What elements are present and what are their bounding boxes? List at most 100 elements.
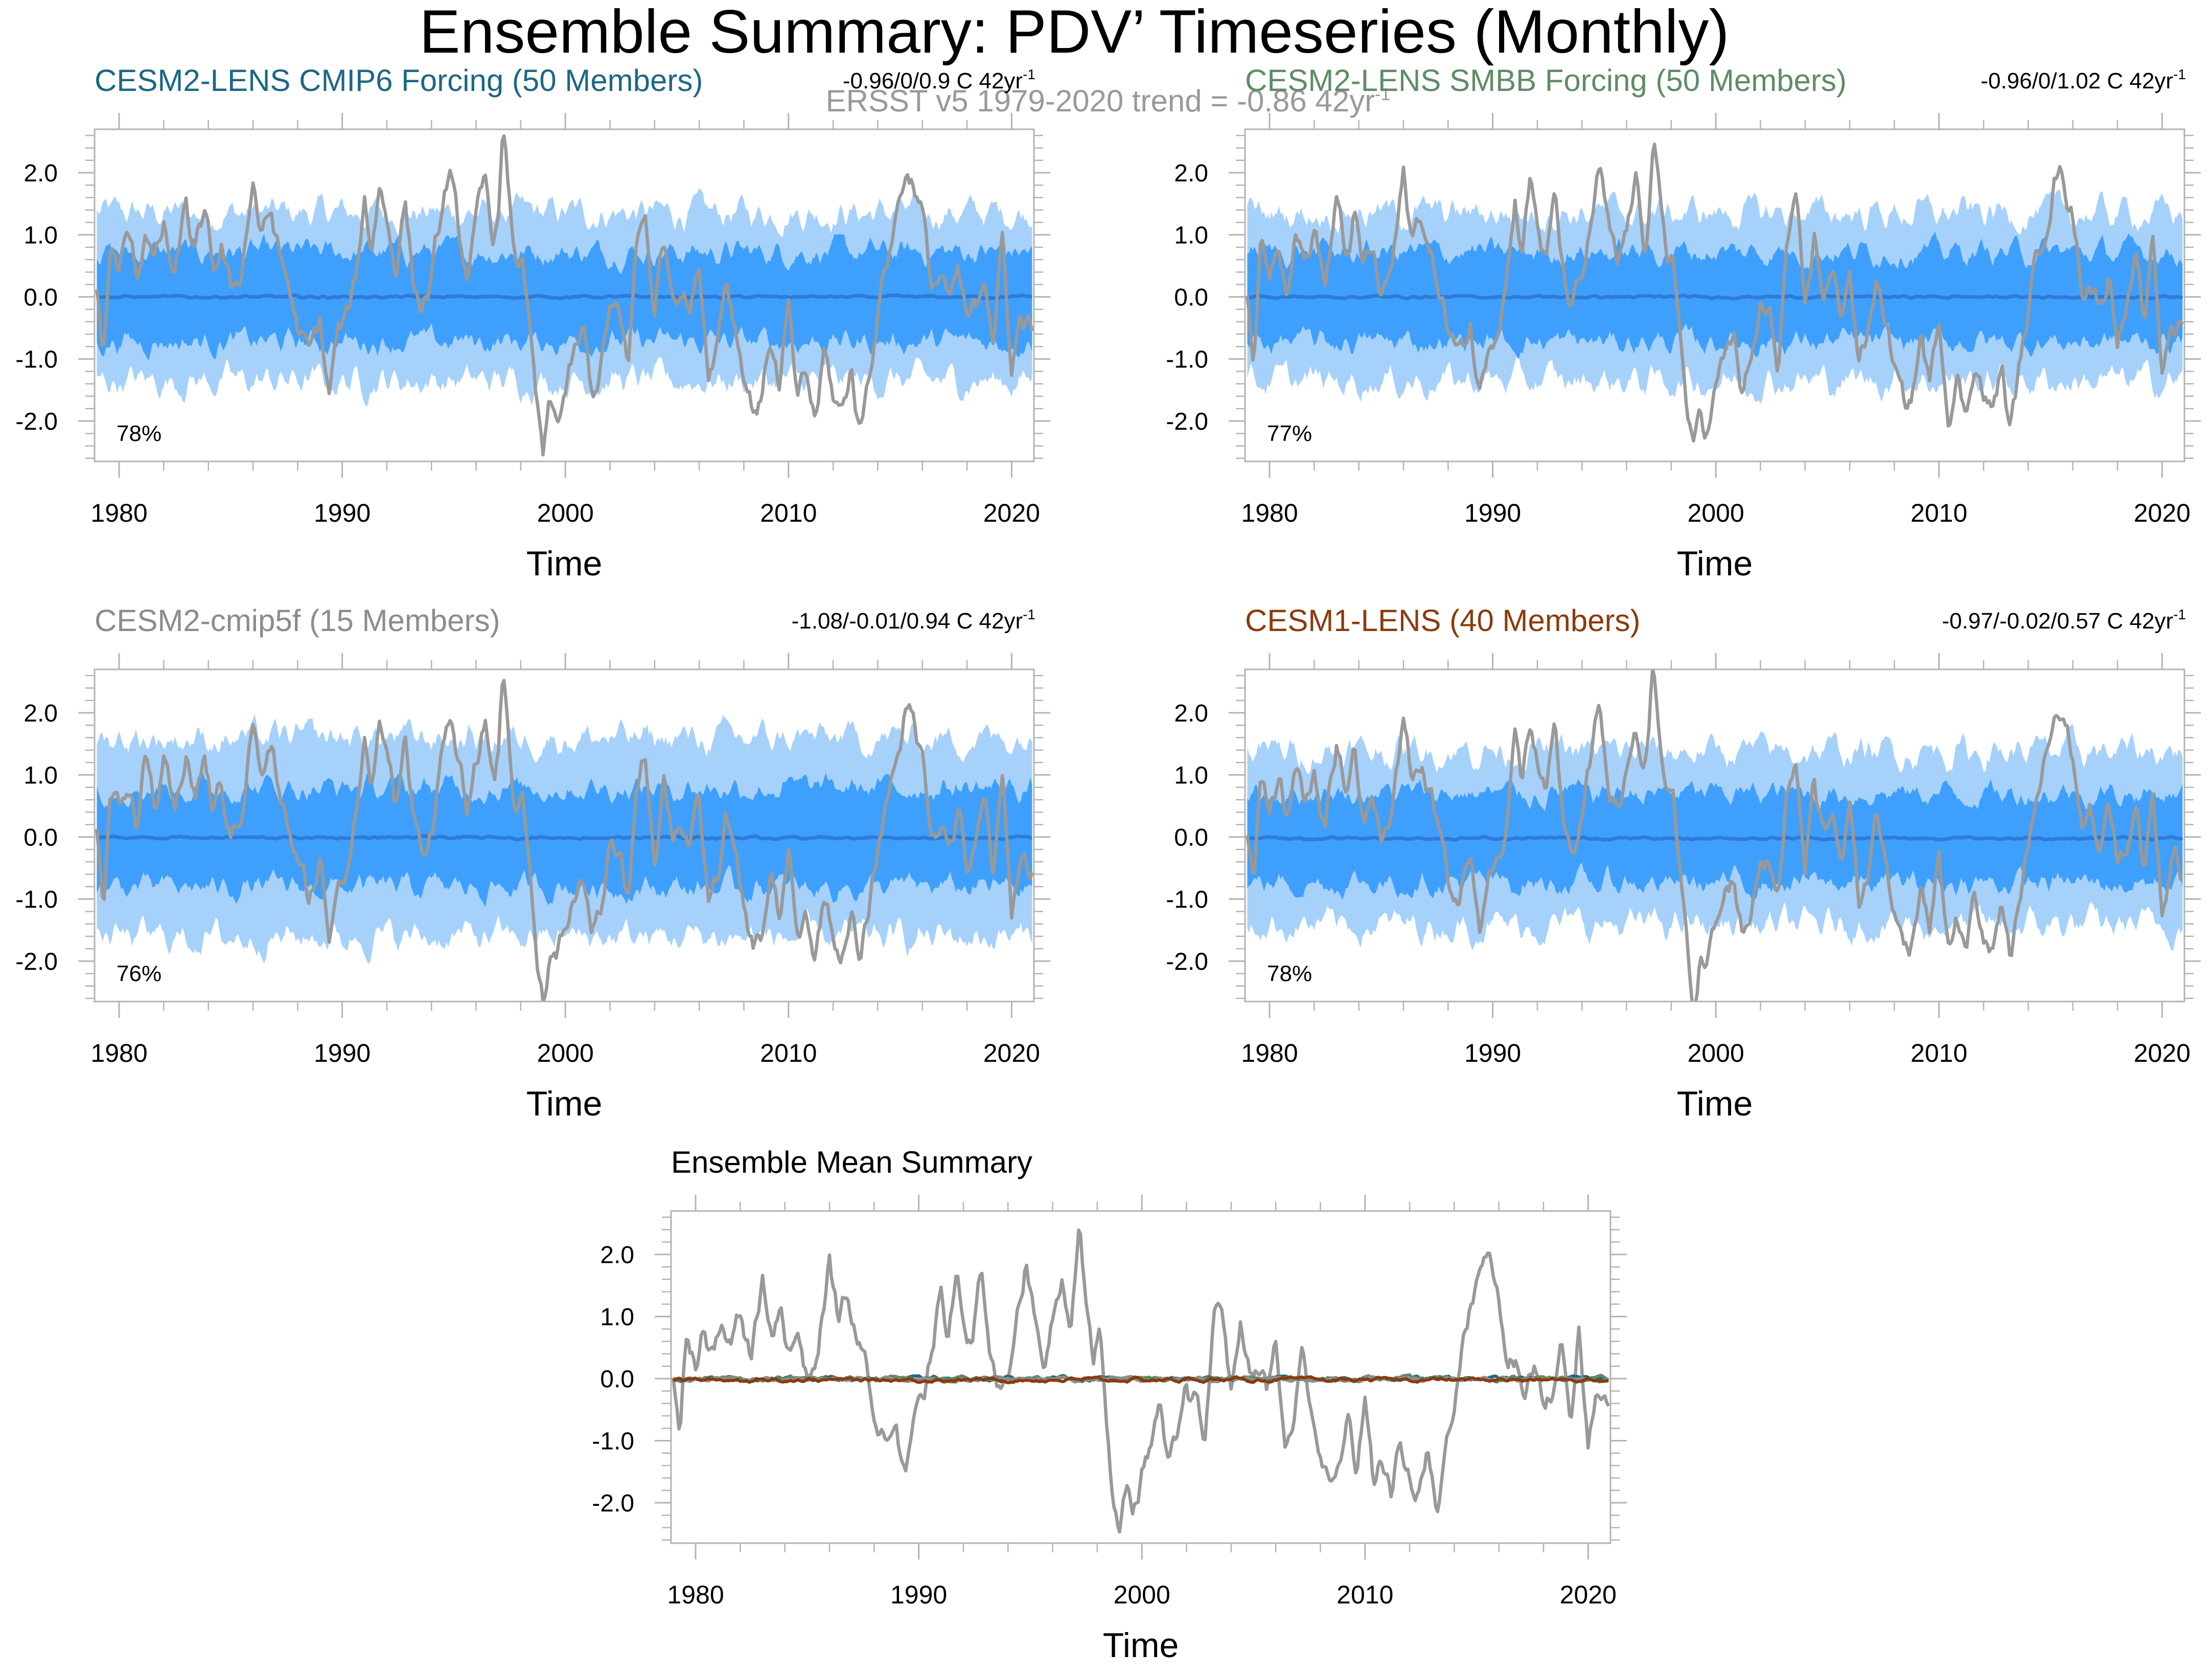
trend-label-sup: -1 <box>2173 66 2186 82</box>
panel-title: CESM2-LENS CMIP6 Forcing (50 Members) <box>95 63 703 98</box>
x-axis-title: Time <box>1677 1084 1753 1123</box>
x-tick-label: 2010 <box>760 1039 817 1067</box>
x-axis-title: Time <box>1103 1626 1179 1665</box>
ensemble-mean-line <box>1247 293 2183 301</box>
y-tick-label: -2.0 <box>1166 948 1208 975</box>
percent-label: 78% <box>1267 961 1312 986</box>
chart-panel-p5: -2.0 -1.0 0.0 1.0 2.0 1980 1990 2000 2010 2020 Tim… <box>592 1145 1627 1665</box>
x-tick-label: 1990 <box>314 1039 371 1067</box>
y-tick-label: 1.0 <box>1174 222 1208 249</box>
plot-frame <box>1244 668 2185 1003</box>
figure-subtitle-sup: -1 <box>1375 85 1390 104</box>
y-tick-label: 0.0 <box>600 1366 634 1393</box>
plot-frame <box>94 668 1035 1003</box>
y-tick-label: 2.0 <box>600 1242 634 1269</box>
plot-area <box>672 1228 1610 1534</box>
trend-label-text: -0.97/-0.02/0.57 C 42yr <box>1942 609 2173 634</box>
chart-panel-p4: -2.0 -1.0 0.0 1.0 2.0 1980 1990 2000 2010 2020 Tim… <box>1166 603 2201 1123</box>
y-tick-label: 0.0 <box>1174 284 1208 311</box>
x-tick-label: 2020 <box>983 499 1040 527</box>
x-tick-label: 2020 <box>2134 499 2191 527</box>
plot-area <box>1246 143 2184 443</box>
x-tick-label: 1980 <box>1241 499 1298 527</box>
x-tick-label: 1980 <box>667 1580 724 1609</box>
y-tick-label: -2.0 <box>15 948 58 975</box>
figure-subtitle: ERSST v5 1979-2020 trend = -0.86 42yr-1 <box>826 84 1391 118</box>
panel-title: CESM2-LENS SMBB Forcing (50 Members) <box>1245 63 1847 98</box>
y-tick-label: 1.0 <box>24 762 58 789</box>
x-tick-label: 2000 <box>1688 499 1744 527</box>
trend-label-sup: -1 <box>1023 607 1035 622</box>
x-tick-label: 2000 <box>537 1039 594 1067</box>
x-axis-title: Time <box>526 544 603 583</box>
plot-frame <box>1244 128 2185 462</box>
trend-label-text: -0.96/0/1.02 C 42yr <box>1980 68 2173 94</box>
chart-panel-p3: -2.0 -1.0 0.0 1.0 2.0 1980 1990 2000 2010 2020 Tim… <box>15 603 1050 1123</box>
percent-label: 77% <box>1267 421 1312 446</box>
y-tick-label: 0.0 <box>24 824 58 851</box>
observed-pdv-line <box>672 1228 1610 1534</box>
x-tick-label: 1980 <box>1241 1039 1298 1067</box>
ensemble-mean-line-4 <box>672 1375 1609 1385</box>
chart-panel-p1: -2.0 -1.0 0.0 1.0 2.0 1980 1990 2000 2010 2020 Tim… <box>15 63 1050 583</box>
x-tick-label: 1990 <box>1464 1039 1521 1067</box>
x-tick-label: 1990 <box>314 499 371 527</box>
ensemble-mean-line <box>96 293 1033 300</box>
plot-frame <box>670 1210 1611 1544</box>
ensemble-inner-band <box>1247 231 2183 360</box>
y-tick-label: 1.0 <box>24 222 58 249</box>
x-tick-label: 1980 <box>90 1039 147 1067</box>
percent-label: 78% <box>117 421 162 446</box>
trend-label: -0.96/0/1.02 C 42yr-1 <box>1980 66 2186 94</box>
trend-label-sup: -1 <box>1023 66 1035 82</box>
y-tick-label: 2.0 <box>1174 700 1208 727</box>
x-tick-label: 2020 <box>1560 1580 1617 1609</box>
y-tick-label: 2.0 <box>24 700 58 727</box>
plot-area <box>1246 669 2183 1002</box>
chart-panel-p2: -2.0 -1.0 0.0 1.0 2.0 1980 1990 2000 2010 2020 Tim… <box>1166 63 2201 583</box>
trend-label: -0.97/-0.02/0.57 C 42yr-1 <box>1942 607 2186 634</box>
y-tick-label: -2.0 <box>592 1490 634 1517</box>
x-tick-label: 2000 <box>1688 1039 1744 1067</box>
y-tick-label: -1.0 <box>15 887 58 914</box>
y-tick-label: 1.0 <box>1174 762 1208 789</box>
plot-area <box>95 679 1034 1002</box>
plot-frame <box>94 128 1035 462</box>
trend-label-sup: -1 <box>2173 607 2186 622</box>
x-tick-label: 2010 <box>760 499 817 527</box>
ensemble-mean-line <box>97 834 1032 842</box>
x-tick-label: 2010 <box>1910 1039 1967 1067</box>
y-tick-label: 1.0 <box>600 1304 634 1331</box>
plot-area <box>95 134 1034 457</box>
y-tick-label: -1.0 <box>1166 887 1208 914</box>
x-axis-title: Time <box>526 1084 603 1123</box>
figure-title: Ensemble Summary: PDV’ Timeseries (Month… <box>420 0 1730 66</box>
y-tick-label: 2.0 <box>1174 160 1208 187</box>
y-tick-label: -1.0 <box>15 346 58 374</box>
panel-title: Ensemble Mean Summary <box>671 1145 1032 1179</box>
y-tick-label: -2.0 <box>1166 408 1208 435</box>
trend-label-text: -0.96/0/0.9 C 42yr <box>843 68 1023 94</box>
x-tick-label: 2000 <box>1114 1580 1170 1609</box>
x-tick-label: 2010 <box>1910 499 1967 527</box>
observed-pdv-line <box>95 134 1034 457</box>
x-tick-label: 2020 <box>2134 1039 2191 1067</box>
y-tick-label: 0.0 <box>1174 824 1208 851</box>
y-tick-label: 0.0 <box>24 284 58 311</box>
x-tick-label: 2020 <box>983 1039 1040 1067</box>
x-tick-label: 1980 <box>90 499 147 527</box>
panel-title: CESM2-cmip5f (15 Members) <box>95 603 500 638</box>
observed-pdv-line <box>1246 143 2184 443</box>
y-tick-label: -1.0 <box>1166 346 1208 374</box>
panel-title: CESM1-LENS (40 Members) <box>1245 603 1641 638</box>
trend-label-text: -1.08/-0.01/0.94 C 42yr <box>792 609 1023 634</box>
ensemble-mean-line <box>1247 834 2183 842</box>
y-tick-label: -2.0 <box>15 408 58 435</box>
trend-label: -1.08/-0.01/0.94 C 42yr-1 <box>792 607 1035 634</box>
figure-subtitle-main: ERSST v5 1979-2020 trend = -0.86 42yr <box>826 84 1375 118</box>
y-tick-label: -1.0 <box>592 1428 634 1455</box>
x-tick-label: 1990 <box>1464 499 1521 527</box>
y-tick-label: 2.0 <box>24 160 58 187</box>
observed-pdv-line <box>1246 669 2183 1002</box>
